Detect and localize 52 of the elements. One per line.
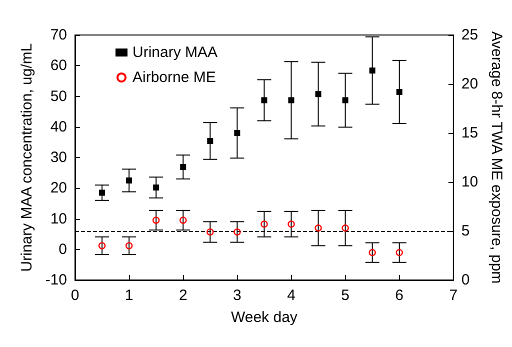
point	[180, 164, 186, 170]
point	[126, 177, 132, 184]
point	[180, 216, 187, 224]
point	[98, 242, 106, 250]
point	[261, 97, 268, 104]
legend-label: Urinary MAA	[132, 44, 218, 61]
x-tick-label: 0	[70, 287, 80, 304]
point	[206, 228, 214, 236]
y-tick-label: 30	[50, 149, 67, 166]
y-tick-label: -10	[45, 272, 67, 288]
point	[234, 228, 241, 236]
y-tick-label: 70	[50, 26, 67, 44]
point	[234, 130, 240, 136]
y2-tick-label: 25	[461, 26, 478, 44]
y2-tick-label: 10	[461, 174, 478, 190]
y2-tick-label: 15	[461, 124, 478, 142]
point	[125, 242, 133, 250]
x-tick-label: 6	[395, 287, 404, 304]
point	[369, 68, 376, 74]
y-tick-label: 40	[50, 118, 67, 136]
x-tick-label: 4	[287, 287, 296, 304]
point	[315, 91, 322, 98]
x-axis-title: Week day	[230, 309, 298, 326]
point	[207, 138, 214, 144]
point	[260, 220, 268, 228]
y-tick-label: 20	[50, 180, 67, 197]
x-tick-label: 5	[341, 287, 350, 304]
y-tick-label: 0	[58, 240, 67, 258]
y-axis-title: Urinary MAA concentration, ug/mL	[18, 43, 36, 272]
y2-tick-label: 5	[461, 222, 470, 240]
point	[152, 216, 160, 224]
y-tick-label: 50	[50, 88, 67, 105]
point	[396, 88, 402, 95]
x-tick-label: 2	[178, 287, 188, 304]
point	[288, 220, 295, 228]
point	[342, 224, 349, 232]
y2-tick-label: 20	[461, 76, 478, 92]
point	[368, 248, 376, 256]
x-tick-label: 3	[233, 287, 242, 304]
point	[288, 97, 294, 104]
x-tick-label: 1	[124, 287, 134, 304]
point	[396, 248, 403, 256]
y-tick-label: 10	[50, 210, 67, 228]
y-tick-label: 60	[50, 57, 67, 74]
y2-axis-title: Average 8-hr TWA ME exposure, ppm	[488, 31, 505, 284]
x-tick-label: 7	[449, 287, 458, 304]
legend-label: Airborne ME	[132, 69, 216, 86]
point	[153, 184, 160, 191]
point	[99, 190, 106, 196]
point	[342, 97, 348, 104]
point	[314, 224, 322, 232]
y2-tick-label: 0	[461, 272, 470, 288]
